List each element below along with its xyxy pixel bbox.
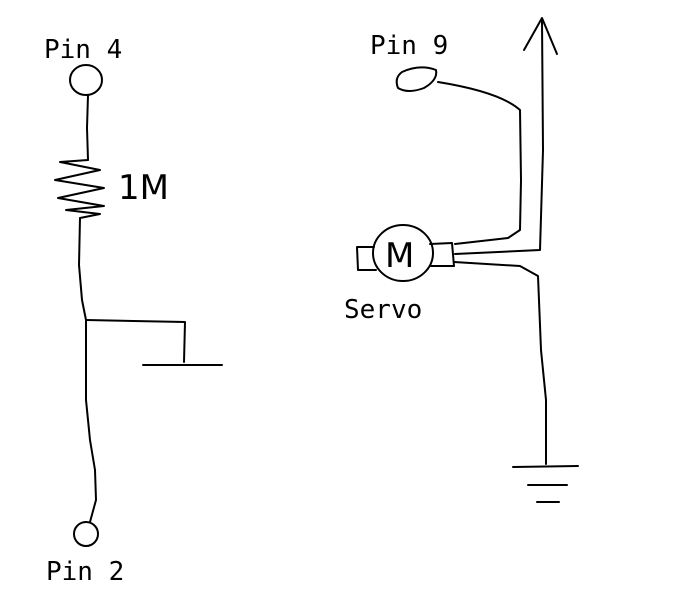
supply-line [454, 19, 544, 255]
supply-arrow-icon [523, 17, 558, 55]
servo-label: Servo [344, 295, 422, 325]
pin-9-wire [437, 81, 522, 245]
pin-2-label: Pin 2 [46, 557, 124, 587]
pin-4-terminal [69, 64, 103, 96]
resistor-label: 1M [118, 168, 169, 208]
resistor-zigzag [54, 159, 105, 219]
servo-ground-wire [453, 261, 547, 465]
servo-left-bracket [356, 246, 377, 271]
ground-branch-wire [85, 319, 186, 363]
servo-right-connector [429, 242, 455, 267]
pin-9-terminal [395, 66, 438, 92]
main-left-wire [78, 217, 97, 523]
pin-2-terminal [73, 521, 99, 547]
pin-9-label: Pin 9 [370, 31, 448, 61]
servo-motor-circle [372, 224, 434, 282]
pin-4-label: Pin 4 [44, 35, 122, 65]
pin-4-wire [86, 94, 89, 161]
motor-symbol: M [385, 236, 414, 276]
ground-bar-right-1 [512, 465, 579, 468]
